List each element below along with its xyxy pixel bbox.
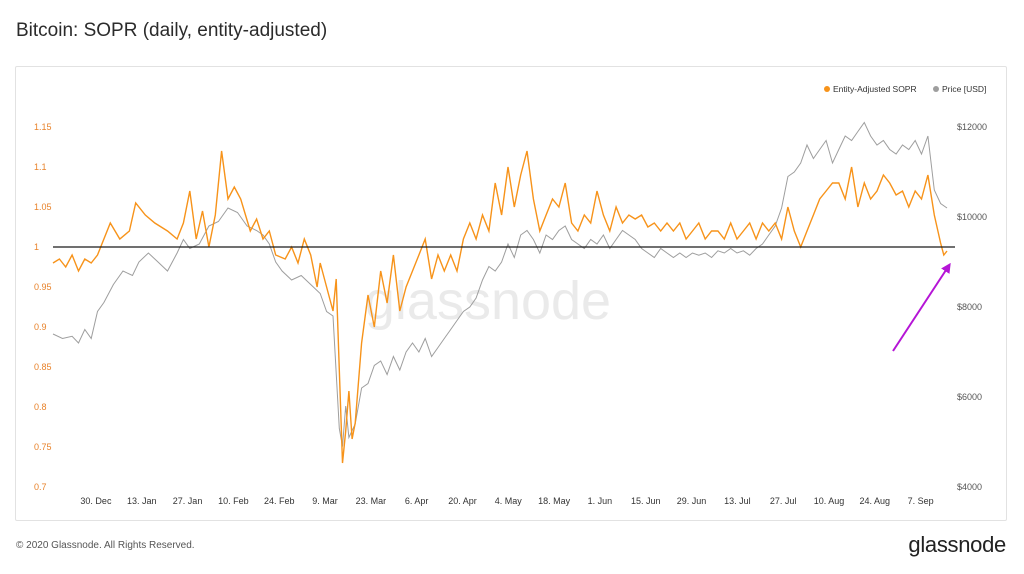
y-left-tick-label: 1.15 [34,122,52,132]
legend-sopr-label[interactable]: Entity-Adjusted SOPR [833,84,917,94]
legend-price-label[interactable]: Price [USD] [942,84,986,94]
sopr-series-line [52,150,948,464]
legend: Entity-Adjusted SOPR Price [USD] [824,84,986,94]
x-tick-label: 10. Feb [218,496,249,506]
x-tick-label: 13. Jul [724,496,751,506]
page-title: Bitcoin: SOPR (daily, entity-adjusted) [16,20,328,41]
y-right-tick-label: $10000 [957,212,987,222]
chart-panel: glassnode Entity-Adjusted SOPR Price [US… [15,66,1007,521]
y-left-tick-label: 0.8 [34,402,47,412]
y-axis-right: $4000 $6000 $8000 $10000 $12000 [957,122,987,492]
x-tick-label: 6. Apr [405,496,429,506]
annotation-arrow [892,262,951,352]
x-tick-label: 18. May [538,496,571,506]
y-right-tick-label: $4000 [957,482,982,492]
sopr-chart: glassnode Entity-Adjusted SOPR Price [US… [34,84,987,506]
y-left-tick-label: 0.7 [34,482,47,492]
x-tick-label: 24. Aug [860,496,891,506]
x-tick-label: 30. Dec [80,496,112,506]
x-tick-label: 13. Jan [127,496,157,506]
watermark: glassnode [365,271,611,331]
y-right-tick-label: $6000 [957,392,982,402]
x-tick-label: 7. Sep [908,496,934,506]
x-tick-label: 4. May [495,496,523,506]
legend-sopr-marker [824,86,830,92]
x-tick-label: 23. Mar [356,496,387,506]
x-axis: 30. Dec 13. Jan 27. Jan 10. Feb 24. Feb 9. Ma… [80,496,933,506]
x-tick-label: 29. Jun [677,496,707,506]
x-tick-label: 10. Aug [814,496,845,506]
y-left-tick-label: 0.9 [34,322,47,332]
x-tick-label: 20. Apr [448,496,477,506]
y-left-tick-label: 1.05 [34,202,52,212]
x-tick-label: 27. Jan [173,496,203,506]
x-tick-label: 15. Jun [631,496,661,506]
price-series-line [52,121,948,447]
copyright-text: © 2020 Glassnode. All Rights Reserved. [16,540,195,551]
x-tick-label: 27. Jul [770,496,797,506]
x-tick-label: 1. Jun [588,496,613,506]
y-right-tick-label: $8000 [957,302,982,312]
y-left-tick-label: 0.85 [34,362,52,372]
y-axis-left: 0.7 0.75 0.8 0.85 0.9 0.95 1 1.05 1.1 1.15 [34,122,52,492]
y-left-tick-label: 1 [34,242,39,252]
y-left-tick-label: 0.95 [34,282,52,292]
y-left-tick-label: 0.75 [34,442,52,452]
legend-price-marker [933,86,939,92]
x-tick-label: 24. Feb [264,496,295,506]
brand-logo[interactable]: glassnode [908,532,1006,557]
y-right-tick-label: $12000 [957,122,987,132]
y-left-tick-label: 1.1 [34,162,47,172]
x-tick-label: 9. Mar [312,496,338,506]
